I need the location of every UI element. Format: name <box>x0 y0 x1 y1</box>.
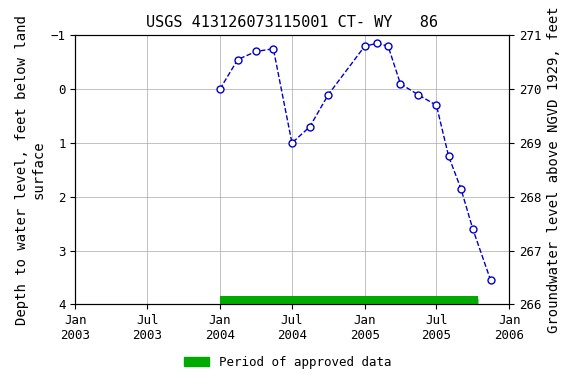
Title: USGS 413126073115001 CT- WY   86: USGS 413126073115001 CT- WY 86 <box>146 15 438 30</box>
Y-axis label: Groundwater level above NGVD 1929, feet: Groundwater level above NGVD 1929, feet <box>547 7 561 333</box>
Legend: Period of approved data: Period of approved data <box>179 351 397 374</box>
Y-axis label: Depth to water level, feet below land
surface: Depth to water level, feet below land su… <box>15 15 45 325</box>
